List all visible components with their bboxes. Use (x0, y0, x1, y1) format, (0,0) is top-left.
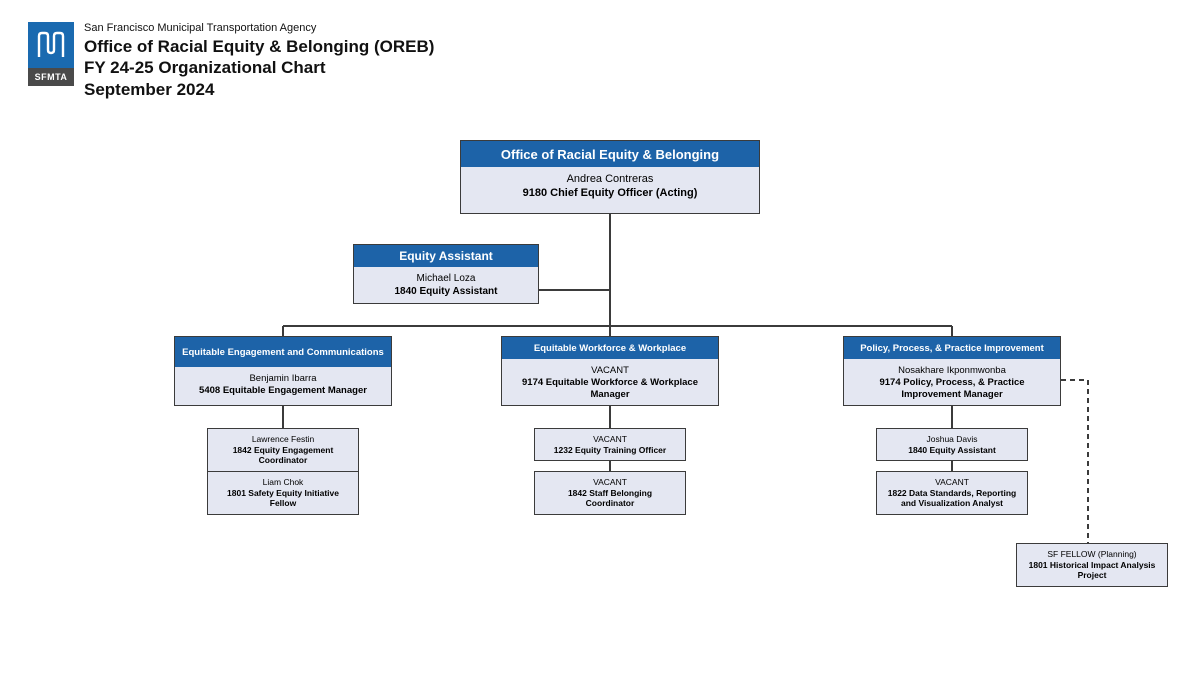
title-line-1: Office of Racial Equity & Belonging (ORE… (84, 36, 434, 57)
sub-s1b-name: Liam Chok (216, 477, 350, 488)
sub-s2a-name: VACANT (543, 434, 677, 445)
sub-s2a-role: 1232 Equity Training Officer (543, 445, 677, 456)
agency-name: San Francisco Municipal Transportation A… (84, 22, 434, 34)
node-assistant-body: Michael Loza 1840 Equity Assistant (354, 267, 538, 303)
node-assistant-title: Equity Assistant (354, 245, 538, 267)
node-root-role: 9180 Chief Equity Officer (Acting) (469, 187, 751, 201)
sub-fellow: SF FELLOW (Planning) 1801 Historical Imp… (1016, 543, 1168, 587)
node-assistant-name: Michael Loza (362, 273, 530, 286)
logo-mark (28, 22, 74, 68)
node-div2-title: Equitable Workforce & Workplace (502, 337, 718, 359)
sub-s3b-name: VACANT (885, 477, 1019, 488)
sub-s1a: Lawrence Festin 1842 Equity Engagement C… (207, 428, 359, 472)
node-root-title: Office of Racial Equity & Belonging (461, 141, 759, 167)
node-div1-role: 5408 Equitable Engagement Manager (183, 385, 383, 397)
node-assistant: Equity Assistant Michael Loza 1840 Equit… (353, 244, 539, 304)
sub-s2a: VACANT 1232 Equity Training Officer (534, 428, 686, 461)
sub-s3a-name: Joshua Davis (885, 434, 1019, 445)
sub-s2b-role: 1842 Staff Belonging Coordinator (543, 488, 677, 509)
node-div3-role: 9174 Policy, Process, & Practice Improve… (852, 377, 1052, 401)
sub-s1a-role: 1842 Equity Engagement Coordinator (216, 445, 350, 466)
sub-s1b-role: 1801 Safety Equity Initiative Fellow (216, 488, 350, 509)
node-div3-name: Nosakhare Ikponmwonba (852, 365, 1052, 377)
logo-text: SFMTA (28, 68, 74, 86)
node-assistant-role: 1840 Equity Assistant (362, 286, 530, 299)
sub-s3a: Joshua Davis 1840 Equity Assistant (876, 428, 1028, 461)
node-div2-name: VACANT (510, 365, 710, 377)
node-div1-name: Benjamin Ibarra (183, 373, 383, 385)
sub-s3b-role: 1822 Data Standards, Reporting and Visua… (885, 488, 1019, 509)
node-div2-role: 9174 Equitable Workforce & Workplace Man… (510, 377, 710, 401)
node-div3-title: Policy, Process, & Practice Improvement (844, 337, 1060, 359)
sub-fellow-name: SF FELLOW (Planning) (1025, 549, 1159, 560)
page-header: SFMTA San Francisco Municipal Transporta… (28, 22, 434, 100)
logo: SFMTA (28, 22, 74, 86)
node-div3: Policy, Process, & Practice Improvement … (843, 336, 1061, 406)
node-root-name: Andrea Contreras (469, 173, 751, 187)
title-line-2: FY 24-25 Organizational Chart (84, 57, 434, 78)
node-div1-title: Equitable Engagement and Communications (175, 337, 391, 367)
node-div3-body: Nosakhare Ikponmwonba 9174 Policy, Proce… (844, 359, 1060, 405)
sub-fellow-role: 1801 Historical Impact Analysis Project (1025, 560, 1159, 581)
logo-icon (36, 30, 66, 60)
node-root-body: Andrea Contreras 9180 Chief Equity Offic… (461, 167, 759, 213)
node-root: Office of Racial Equity & Belonging Andr… (460, 140, 760, 214)
sub-s3a-role: 1840 Equity Assistant (885, 445, 1019, 456)
title-line-3: September 2024 (84, 79, 434, 100)
title-block: San Francisco Municipal Transportation A… (84, 22, 434, 100)
sub-s2b: VACANT 1842 Staff Belonging Coordinator (534, 471, 686, 515)
node-div2-body: VACANT 9174 Equitable Workforce & Workpl… (502, 359, 718, 405)
sub-s2b-name: VACANT (543, 477, 677, 488)
node-div1-body: Benjamin Ibarra 5408 Equitable Engagemen… (175, 367, 391, 405)
sub-s3b: VACANT 1822 Data Standards, Reporting an… (876, 471, 1028, 515)
sub-s1b: Liam Chok 1801 Safety Equity Initiative … (207, 471, 359, 515)
node-div1: Equitable Engagement and Communications … (174, 336, 392, 406)
sub-s1a-name: Lawrence Festin (216, 434, 350, 445)
node-div2: Equitable Workforce & Workplace VACANT 9… (501, 336, 719, 406)
